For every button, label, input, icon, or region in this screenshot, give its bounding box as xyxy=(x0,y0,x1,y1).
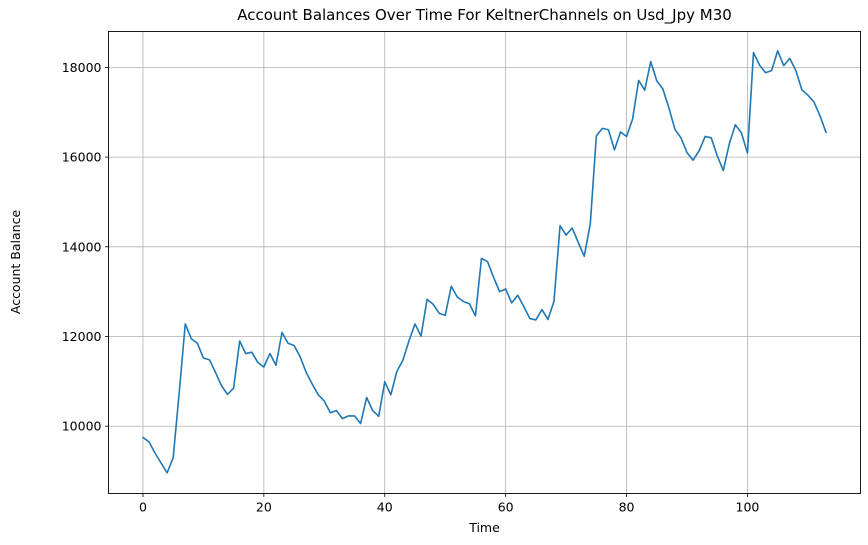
y-tick-label: 16000 xyxy=(62,150,102,165)
y-tick-label: 18000 xyxy=(62,60,102,75)
series-group xyxy=(142,49,827,474)
plot-frame xyxy=(108,31,861,494)
balance-series-line xyxy=(142,49,827,474)
x-tick-label: 100 xyxy=(736,500,760,515)
x-tick-label: 0 xyxy=(139,500,147,515)
chart-title: Account Balances Over Time For KeltnerCh… xyxy=(237,6,732,25)
x-tick-label: 60 xyxy=(498,500,514,515)
y-axis-label: Account Balance xyxy=(8,210,23,315)
x-tick-label: 40 xyxy=(377,500,393,515)
y-tick-label: 10000 xyxy=(62,419,102,434)
grid xyxy=(108,31,861,494)
x-tick-label: 20 xyxy=(256,500,272,515)
x-axis-ticks: 0 20 40 60 80 100 xyxy=(139,493,760,515)
y-tick-label: 14000 xyxy=(62,239,102,254)
x-axis-label: Time xyxy=(468,520,500,535)
y-tick-label: 12000 xyxy=(62,329,102,344)
x-tick-label: 80 xyxy=(619,500,635,515)
y-axis-ticks: 10000 12000 14000 16000 18000 xyxy=(62,60,109,434)
